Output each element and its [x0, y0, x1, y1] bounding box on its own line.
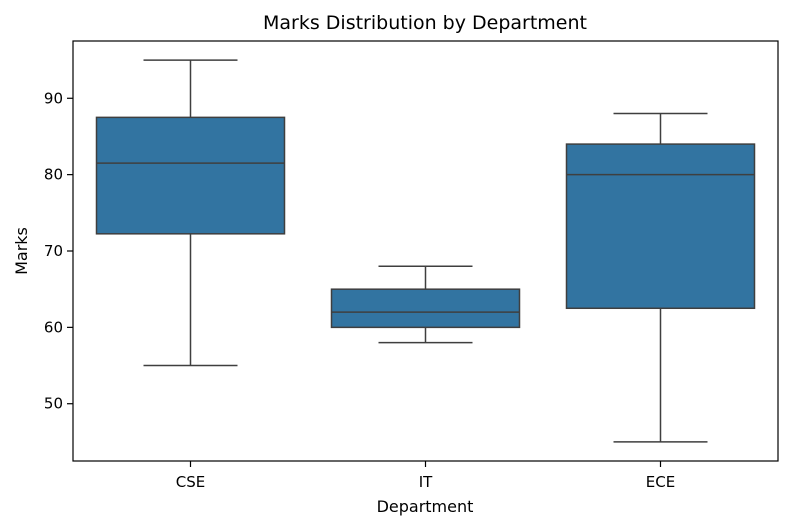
- x-tick-label: ECE: [646, 473, 675, 491]
- box-body-it: [330, 288, 521, 329]
- y-axis-label: Marks: [12, 227, 31, 275]
- x-axis-label: Department: [377, 497, 474, 516]
- y-tick-label: 50: [44, 395, 63, 413]
- y-tick-label: 70: [44, 242, 63, 260]
- y-tick-label: 90: [44, 89, 63, 107]
- x-tick-label: IT: [419, 473, 433, 491]
- x-axis: CSE IT ECE: [176, 461, 675, 491]
- y-tick-label: 60: [44, 318, 63, 336]
- box-body-cse: [95, 116, 286, 235]
- box-cse: [95, 59, 286, 367]
- chart-title: Marks Distribution by Department: [263, 12, 587, 34]
- y-tick-label: 80: [44, 166, 63, 184]
- box-body-ece: [565, 143, 756, 310]
- box-ece: [565, 112, 756, 443]
- plot-area: [95, 59, 756, 443]
- y-axis: 50 60 70 80 90: [44, 89, 73, 413]
- box-it: [330, 265, 521, 344]
- x-tick-label: CSE: [176, 473, 205, 491]
